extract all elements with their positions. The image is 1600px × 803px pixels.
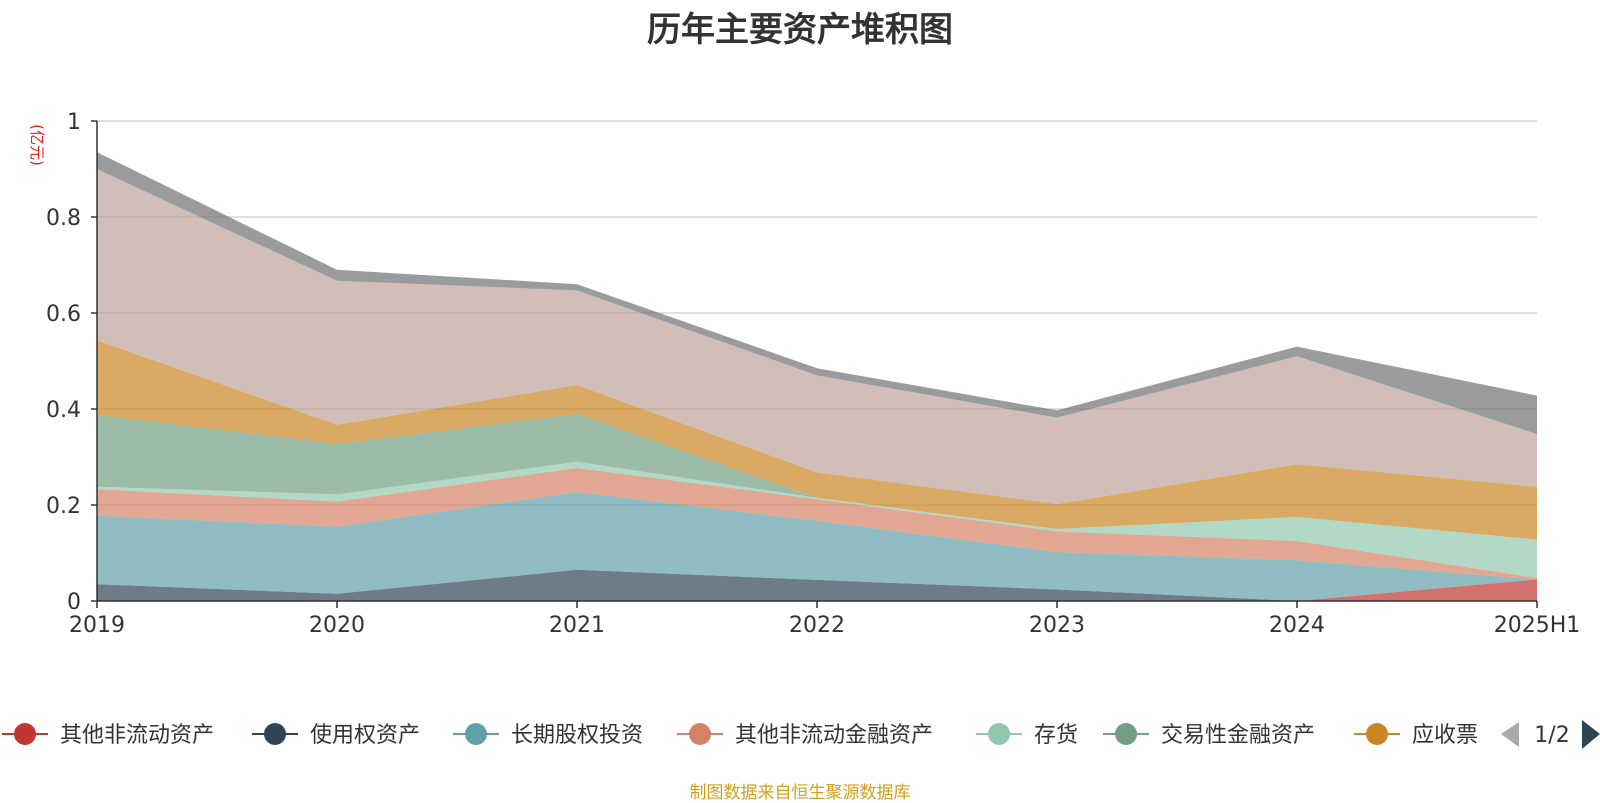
data-source-note: 制图数据来自恒生聚源数据库 xyxy=(689,783,911,803)
x-tick-label: 2021 xyxy=(549,613,605,638)
x-tick-label: 2019 xyxy=(69,613,125,638)
area-series-4[interactable] xyxy=(97,461,1537,578)
x-tick-label: 2020 xyxy=(309,613,365,638)
y-tick-label: 1 xyxy=(67,110,81,135)
x-tick-label: 2025H1 xyxy=(1494,613,1581,638)
legend-label: 其他非流动金融资产 xyxy=(735,723,933,748)
y-axis-unit-label: (亿元) xyxy=(28,124,46,166)
legend-label: 交易性金融资产 xyxy=(1161,723,1315,748)
chart-title: 历年主要资产堆积图 xyxy=(647,10,953,50)
legend-label: 存货 xyxy=(1034,723,1078,748)
legend-item-0[interactable]: 其他非流动资产 xyxy=(2,723,214,748)
legend-label: 长期股权投资 xyxy=(511,723,643,748)
legend-layer: 其他非流动资产 使用权资产 长期股权投资 其他非流动金融资产 存货 交易性金融资产 应收票 1… xyxy=(2,720,1600,749)
area-series-0[interactable] xyxy=(97,579,1537,601)
y-tick-label: 0.4 xyxy=(46,398,81,423)
axis-layer: 0 0.2 0.4 0.6 0.8 1 2019 2020 2021 2022 2023 2024 20… xyxy=(28,110,1580,638)
legend-label: 使用权资产 xyxy=(310,723,420,748)
legend-marker-icon xyxy=(14,723,36,745)
x-tick-label: 2023 xyxy=(1029,613,1085,638)
legend-marker-icon xyxy=(1366,723,1388,745)
legend-item-1[interactable]: 使用权资产 xyxy=(252,723,420,748)
area-series-6[interactable] xyxy=(97,340,1537,540)
legend-prev-page-icon[interactable] xyxy=(1501,722,1519,747)
y-tick-label: 0.8 xyxy=(46,206,81,231)
area-layer xyxy=(97,152,1537,601)
legend-item-4[interactable]: 存货 xyxy=(976,723,1078,748)
legend-marker-icon xyxy=(465,723,487,745)
legend-item-6[interactable]: 应收票 xyxy=(1354,723,1478,748)
area-series-1[interactable] xyxy=(97,569,1537,601)
legend-next-page-icon[interactable] xyxy=(1582,720,1600,749)
y-tick-label: 0.2 xyxy=(46,494,81,519)
legend-item-3[interactable]: 其他非流动金融资产 xyxy=(677,723,933,748)
legend-marker-icon xyxy=(689,723,711,745)
legend-marker-icon xyxy=(988,723,1010,745)
legend-item-5[interactable]: 交易性金融资产 xyxy=(1103,723,1315,748)
y-tick-label: 0 xyxy=(67,590,81,615)
x-tick-label: 2022 xyxy=(789,613,845,638)
x-tick-label: 2024 xyxy=(1269,613,1325,638)
y-tick-label: 0.6 xyxy=(46,302,81,327)
area-series-7[interactable] xyxy=(97,169,1537,504)
area-series-5[interactable] xyxy=(97,413,1537,540)
legend-label: 其他非流动资产 xyxy=(60,723,214,748)
legend-page-indicator: 1/2 xyxy=(1534,723,1569,748)
area-series-3[interactable] xyxy=(97,468,1537,580)
area-series-2[interactable] xyxy=(97,492,1537,601)
legend-marker-icon xyxy=(264,723,286,745)
legend-label: 应收票 xyxy=(1412,723,1478,748)
legend-marker-icon xyxy=(1115,723,1137,745)
legend-item-2[interactable]: 长期股权投资 xyxy=(453,723,643,748)
